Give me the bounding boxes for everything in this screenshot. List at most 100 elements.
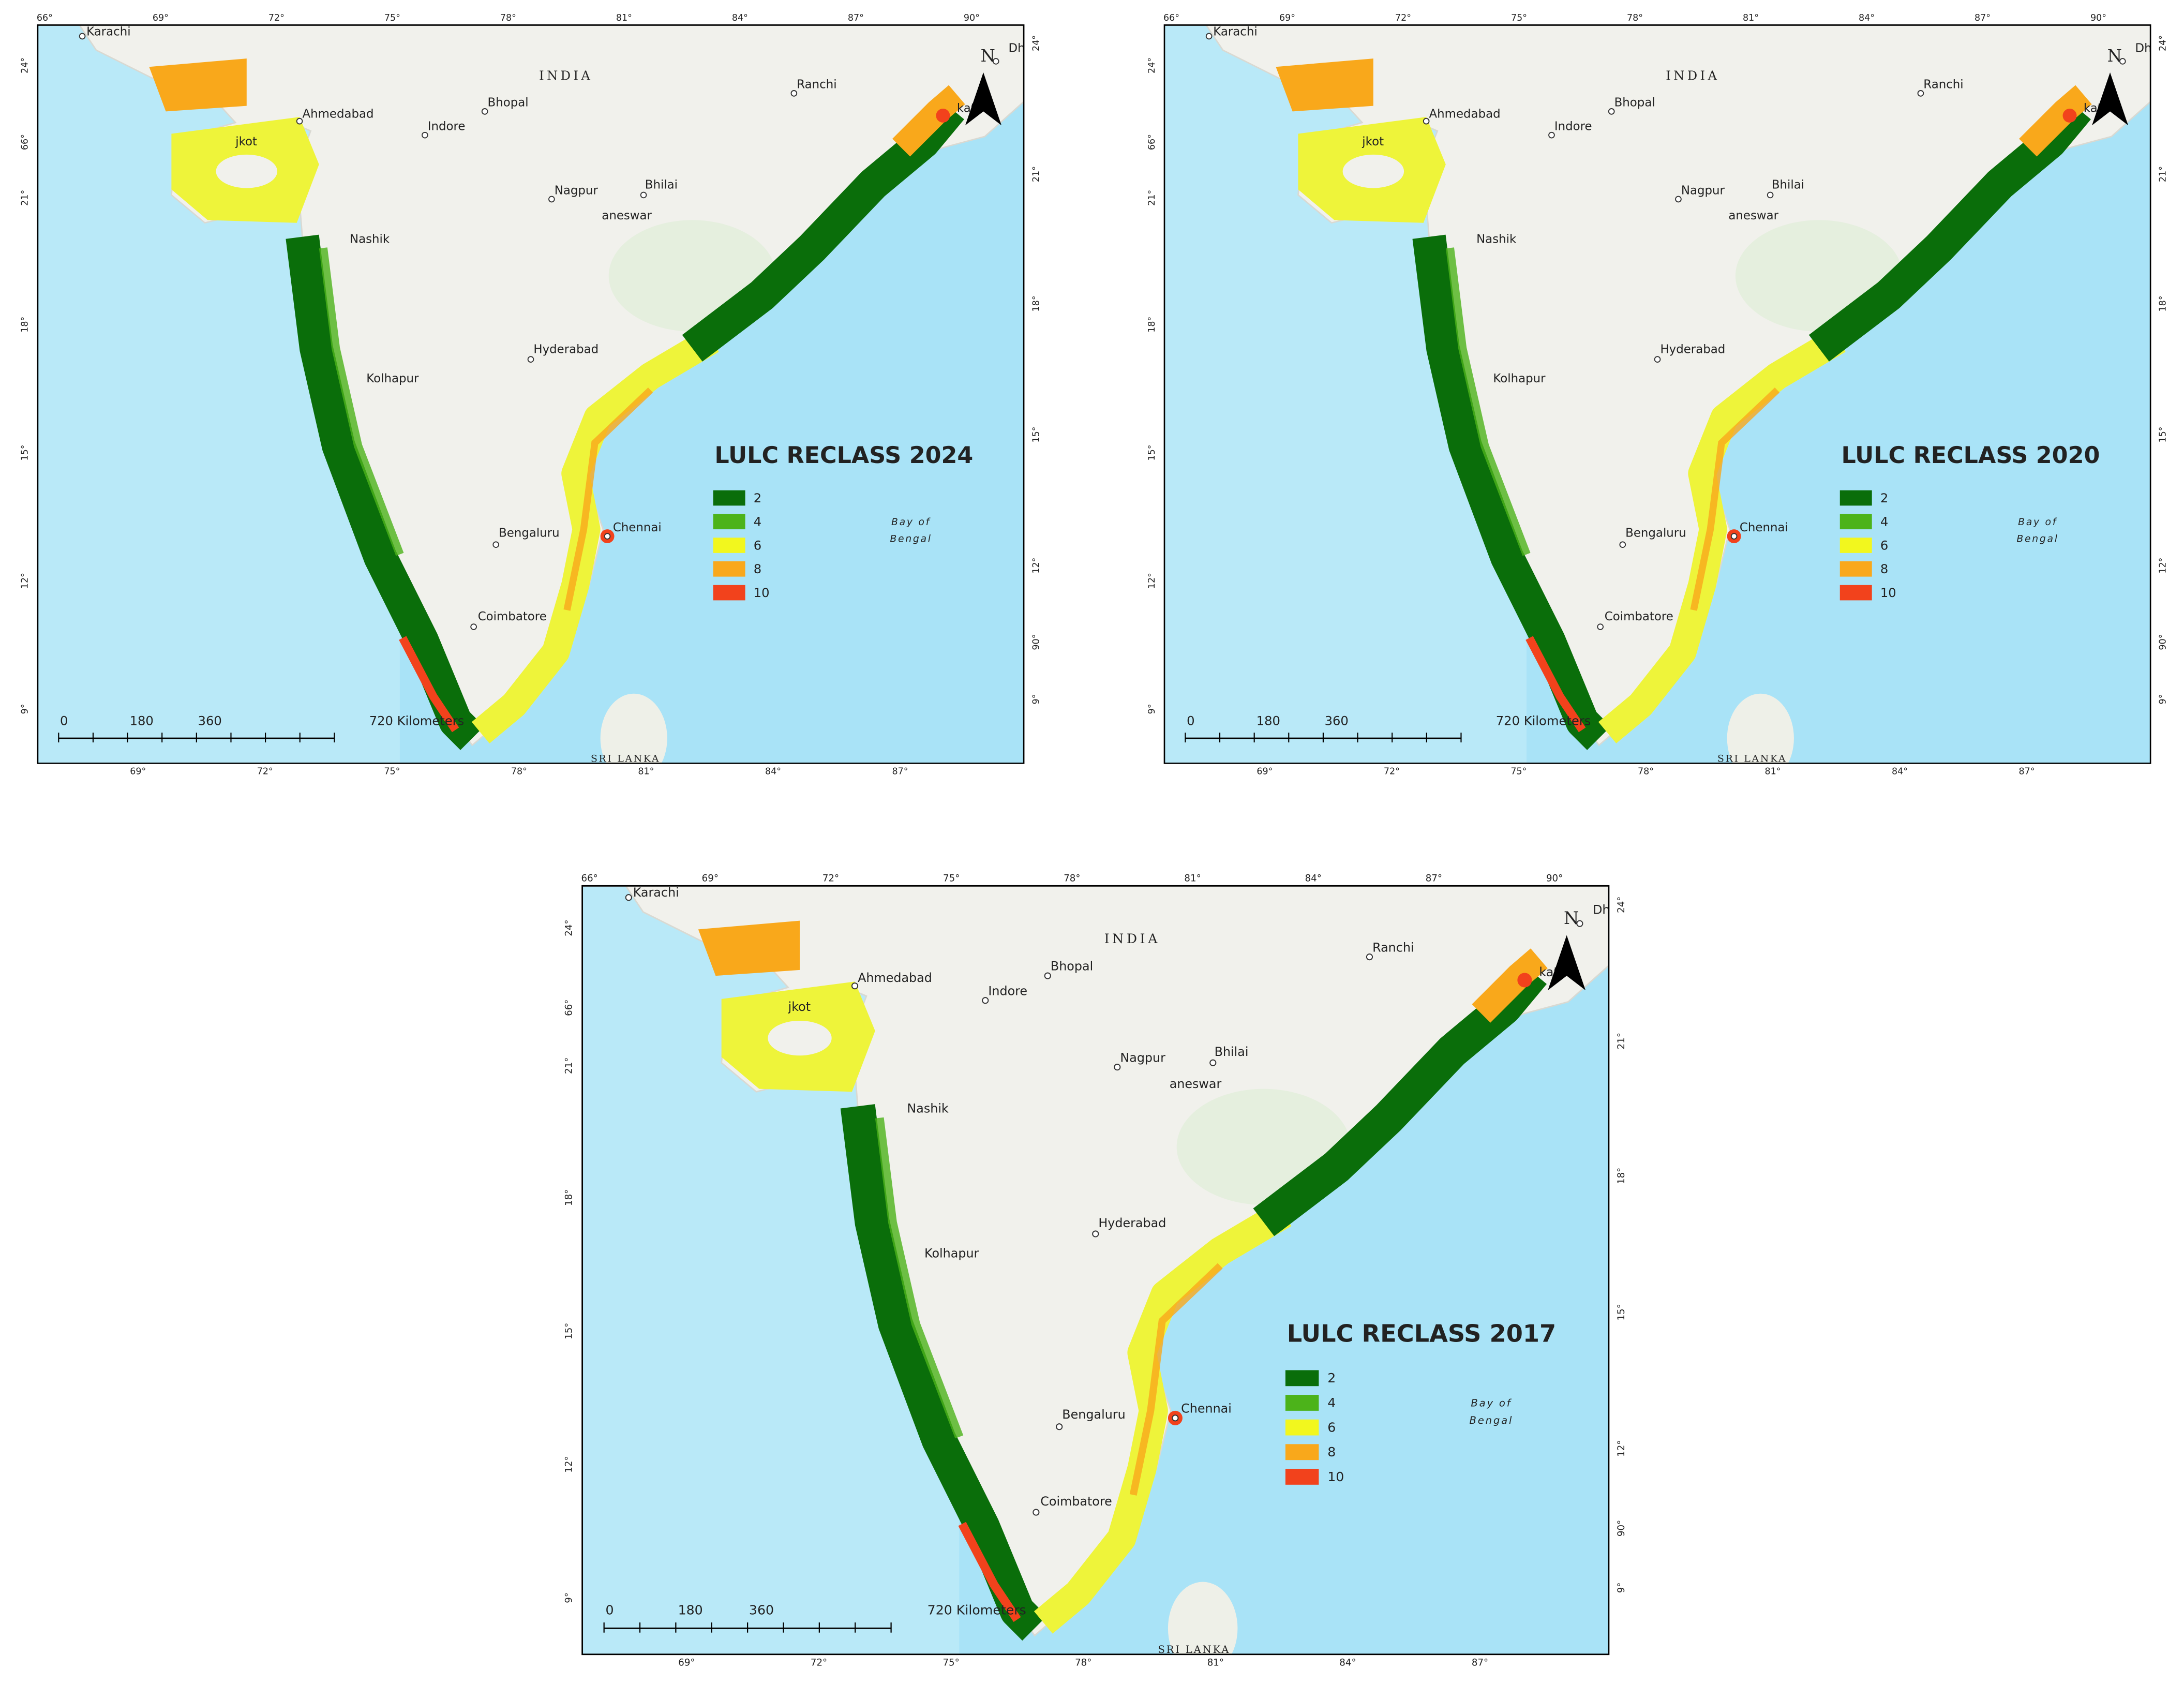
city-dot	[1654, 356, 1661, 363]
map-panel: INDIA Karachi Ahmedabad jkot Indore Bhopal Ran…	[20, 13, 1042, 777]
east-band-orange	[563, 387, 653, 611]
graticule-label: 81°	[1743, 13, 1759, 23]
city-label: jkot	[788, 1000, 811, 1014]
graticule-label: 69°	[153, 13, 169, 23]
scale-label: 360	[1325, 714, 1349, 728]
city-label: Bengaluru	[1625, 527, 1686, 540]
city-label: Karachi	[86, 25, 130, 38]
city-dot	[1366, 953, 1373, 961]
graticule-label: 84°	[1892, 767, 1908, 777]
legend-swatch	[713, 561, 745, 577]
graticule-label: 78°	[1075, 1658, 1091, 1668]
city-label: Karachi	[1213, 25, 1257, 38]
west-band	[840, 1104, 1047, 1641]
city-dot	[2119, 58, 2126, 65]
legend-label: 6	[754, 538, 761, 553]
graticule-label: 75°	[384, 767, 400, 777]
graticule-label: 87°	[1426, 873, 1442, 884]
legend-label: 10	[1327, 1469, 1344, 1484]
graticule-label: 69°	[1279, 13, 1295, 23]
legend-label: 8	[1327, 1444, 1336, 1459]
city-dot	[1675, 196, 1682, 203]
city-label: Nagpur	[555, 184, 599, 197]
graticule-label: 72°	[811, 1658, 827, 1668]
city-dot	[1608, 108, 1615, 115]
west-coast-urban	[399, 636, 459, 733]
graticule-label: 81°	[1207, 1658, 1224, 1668]
graticule-label: 81°	[1184, 873, 1201, 884]
graticule-label: 24°	[1031, 35, 1041, 51]
graticule-label: 78°	[511, 767, 527, 777]
sea-label: Bay of	[2018, 517, 2057, 528]
city-label: Bhilai	[1772, 178, 1804, 192]
graticule-label: 90°	[1031, 634, 1041, 650]
graticule-label: 69°	[702, 873, 719, 884]
graticule-label: 75°	[943, 1658, 959, 1668]
city-label: aneswar	[1170, 1077, 1222, 1091]
map-body: INDIA Karachi Ahmedabad jkot Indore Bhopal Ran…	[37, 25, 1024, 764]
graticule-label: 15°	[2158, 426, 2168, 442]
map-frame	[581, 885, 1610, 1656]
city-label: Bhopal	[488, 96, 529, 110]
sea-label: Bay of	[891, 517, 931, 528]
city-label: aneswar	[602, 209, 652, 222]
graticule-label: 87°	[1974, 13, 1991, 23]
legend-label: 4	[1880, 515, 1888, 529]
north-arrow	[965, 72, 1001, 126]
map-panel: INDIA Karachi Ahmedabad jkot Indore Bhopal Ran…	[1147, 13, 2168, 777]
graticule-label: 66°	[20, 134, 31, 150]
graticule-label: 81°	[1764, 767, 1781, 777]
country-label: INDIA	[1666, 69, 1719, 83]
graticule-label: 15°	[20, 444, 31, 460]
graticule-label: 90°	[964, 13, 980, 23]
graticule-label: 21°	[1616, 1033, 1627, 1049]
graticule-label: 90°	[2158, 634, 2168, 650]
graticule-label: 72°	[1384, 767, 1400, 777]
graticule-label: 21°	[20, 190, 31, 206]
city-label: Nagpur	[1681, 184, 1725, 197]
graticule-label: 18°	[563, 1189, 574, 1206]
map-frame	[1163, 24, 2151, 764]
graticule-label: 18°	[1616, 1168, 1627, 1184]
sri-lanka	[600, 693, 667, 764]
graticule-label: 12°	[1616, 1440, 1627, 1457]
graticule-label: 84°	[1305, 873, 1322, 884]
graticule-label: 21°	[2158, 166, 2168, 182]
city-label: Kolhapur	[924, 1246, 979, 1261]
graticule-label: 66°	[581, 873, 597, 884]
graticule-label: 12°	[1147, 573, 1157, 589]
legend-swatch	[1285, 1395, 1319, 1411]
city-dot	[470, 623, 477, 630]
legend-swatch	[1839, 514, 1872, 530]
graticule-label: 9°	[1031, 694, 1041, 705]
graticule-label: 78°	[1627, 13, 1643, 23]
legend-swatch	[713, 490, 745, 506]
legend-label: 10	[754, 586, 770, 600]
city-label: Hyderabad	[1098, 1216, 1166, 1230]
scale-label: 360	[749, 1603, 774, 1618]
city-label: Dha	[1593, 902, 1618, 917]
graticule-label: 66°	[37, 13, 53, 23]
north-label: N	[1564, 908, 1579, 928]
city-label: Ahmedabad	[1429, 107, 1501, 121]
graticule-label: 84°	[732, 13, 748, 23]
graticule-label: 9°	[1616, 1582, 1627, 1593]
graticule-label: 75°	[1511, 13, 1527, 23]
city-dot	[790, 90, 798, 97]
city-dot	[1114, 1064, 1121, 1071]
scale-label: 360	[198, 714, 222, 728]
island-label: SRI LANKA	[1158, 1644, 1230, 1656]
kolkata-urban	[1517, 973, 1532, 988]
legend-title: LULC RECLASS 2024	[714, 442, 973, 469]
city-label: Chennai	[613, 521, 662, 534]
legend-swatch	[713, 585, 745, 601]
legend-swatch	[1839, 490, 1872, 506]
north-arrow	[2092, 72, 2129, 126]
city-dot	[640, 191, 647, 199]
map-body: INDIA Karachi Ahmedabad jkot Indore Bhopal Ran…	[1164, 25, 2151, 764]
city-label: Nashik	[350, 233, 390, 246]
kutch	[1276, 58, 1373, 112]
city-label: Hyderabad	[1660, 342, 1725, 356]
city-label: aneswar	[1728, 209, 1778, 222]
graticule-label: 21°	[563, 1057, 574, 1074]
